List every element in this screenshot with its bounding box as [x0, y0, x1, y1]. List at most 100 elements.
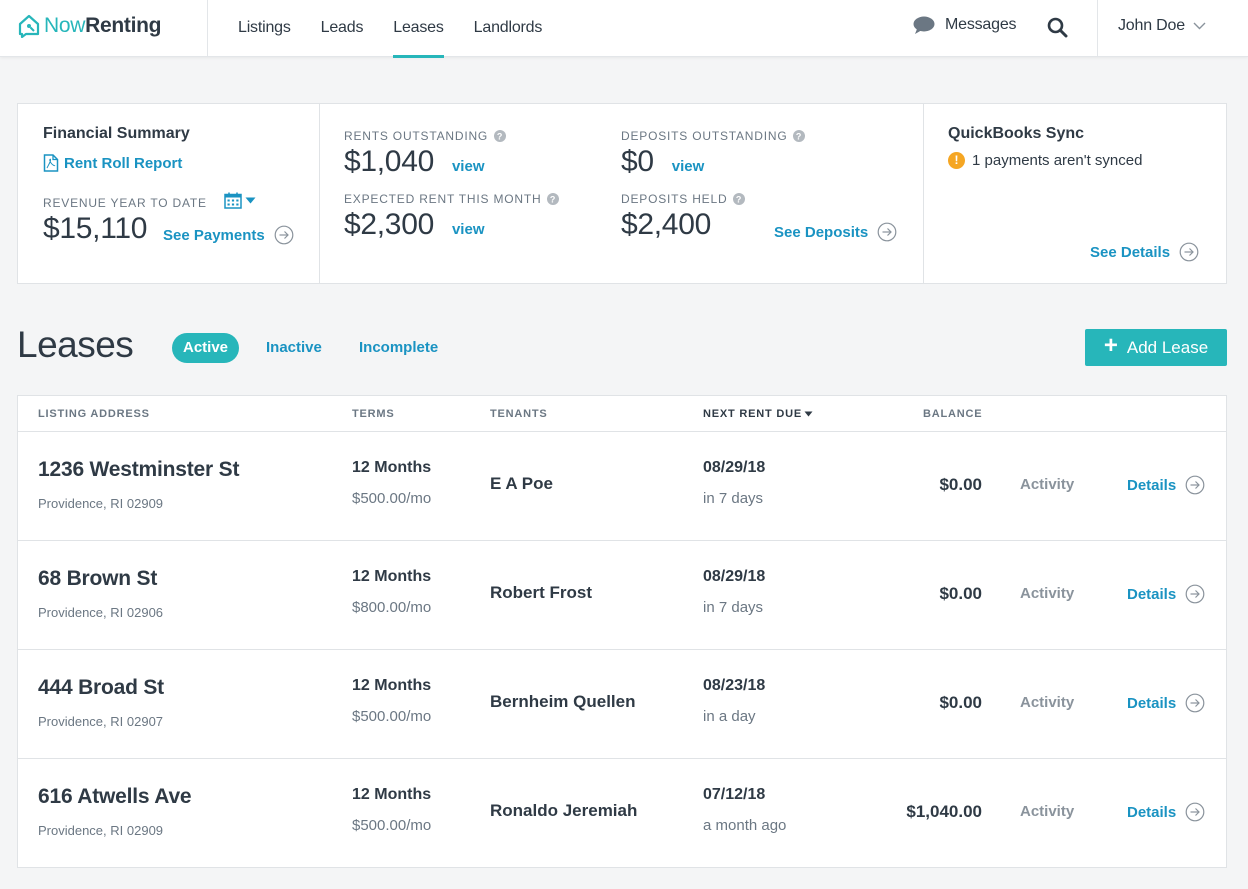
listing-address[interactable]: 1236 Westminster St [38, 458, 240, 481]
col-next-rent-due[interactable]: Next Rent Due [703, 408, 813, 420]
quickbooks-warning-text: 1 payments aren't synced [972, 152, 1143, 169]
details-link[interactable]: Details [1127, 584, 1205, 604]
table-row[interactable]: 68 Brown St Providence, RI 02906 12 Months… [18, 541, 1226, 650]
nav-divider [207, 0, 208, 57]
expected-rent: $2,300 view [344, 208, 485, 242]
nav-listings[interactable]: Listings [238, 19, 291, 36]
listing-address[interactable]: 68 Brown St [38, 567, 158, 590]
table-header: Listing Address Terms Tenants Next Rent … [18, 396, 1226, 432]
nav-leases[interactable]: Leases [393, 0, 445, 58]
activity-link[interactable]: Activity [1020, 585, 1075, 602]
deposits-outstanding: $0 view [621, 145, 704, 179]
expected-rent-value: $2,300 [344, 208, 434, 241]
see-deposits-link[interactable]: See Deposits [774, 222, 897, 242]
nav-leads[interactable]: Leads [320, 19, 364, 36]
arrow-circle-right-icon [274, 225, 294, 245]
next-rent-due-relative: in 7 days [703, 599, 764, 616]
lease-term: 12 Months [352, 677, 432, 694]
balance-value: $0.00 [939, 693, 982, 712]
details-label: Details [1127, 803, 1177, 821]
caret-down-icon [245, 197, 256, 204]
expected-rent-label: Expected Rent This Month ? [344, 192, 560, 206]
details-label: Details [1127, 476, 1177, 494]
next-rent-due-date: 08/29/18 [703, 568, 766, 585]
date-range-picker[interactable] [224, 192, 256, 209]
deposits-held: $2,400 [621, 208, 711, 242]
nav-landlords[interactable]: Landlords [473, 19, 543, 36]
next-rent-due-relative: in 7 days [703, 490, 764, 507]
listing-city: Providence, RI 02909 [38, 823, 164, 838]
balance-value: $1,040.00 [906, 802, 982, 821]
lease-rent: $500.00/mo [352, 817, 432, 834]
quickbooks-sync-section: QuickBooks Sync ! 1 payments aren't sync… [924, 104, 1226, 283]
col-listing-address[interactable]: Listing Address [38, 408, 150, 420]
user-divider [1097, 0, 1098, 57]
col-balance[interactable]: Balance [923, 408, 983, 420]
details-label: Details [1127, 694, 1177, 712]
quickbooks-warning: ! 1 payments aren't synced [948, 152, 1142, 169]
table-row[interactable]: 444 Broad St Providence, RI 02907 12 Month… [18, 650, 1226, 759]
tenant-name: E A Poe [490, 474, 553, 493]
rents-outstanding-view-link[interactable]: view [451, 158, 485, 175]
details-label: Details [1127, 585, 1177, 603]
sort-desc-icon [804, 411, 813, 417]
top-nav: NowRenting Listings Leads Leases Landlor… [0, 0, 1248, 58]
outstanding-metrics-section: Rents Outstanding ? $1,040 view Expected… [320, 104, 924, 283]
messages-label: Messages [945, 16, 1017, 33]
help-icon[interactable]: ? [793, 130, 806, 142]
messages-link[interactable]: Messages [913, 16, 1017, 34]
tenant-name: Ronaldo Jeremiah [490, 801, 638, 820]
details-link[interactable]: Details [1127, 802, 1205, 822]
col-terms[interactable]: Terms [352, 408, 395, 420]
filter-active[interactable]: Active [172, 333, 240, 363]
details-link[interactable]: Details [1127, 475, 1205, 495]
filter-inactive[interactable]: Inactive [266, 339, 322, 356]
plus-icon: + [1103, 332, 1118, 359]
activity-link[interactable]: Activity [1020, 803, 1075, 820]
table-row[interactable]: 616 Atwells Ave Providence, RI 02909 12 Mo… [18, 759, 1226, 868]
search-icon[interactable] [1047, 17, 1068, 43]
add-lease-button[interactable]: + Add Lease [1085, 329, 1227, 366]
deposits-held-value: $2,400 [621, 208, 711, 241]
see-payments-label: See Payments [163, 226, 265, 244]
col-tenants[interactable]: Tenants [490, 408, 548, 420]
lease-rent: $500.00/mo [352, 708, 432, 725]
add-lease-label: Add Lease [1126, 337, 1209, 357]
quickbooks-title: QuickBooks Sync [948, 125, 1085, 142]
deposits-outstanding-view-link[interactable]: view [671, 158, 705, 175]
tenant-name: Bernheim Quellen [490, 692, 636, 711]
filter-incomplete[interactable]: Incomplete [359, 339, 439, 356]
help-icon[interactable]: ? [547, 193, 560, 205]
expected-rent-view-link[interactable]: view [451, 221, 485, 238]
deposits-outstanding-label: Deposits Outstanding ? [621, 129, 806, 143]
arrow-circle-right-icon [1185, 475, 1205, 495]
listing-city: Providence, RI 02906 [38, 605, 164, 620]
next-rent-due-date: 07/12/18 [703, 786, 766, 803]
chevron-down-icon [1193, 22, 1206, 30]
rents-outstanding-value: $1,040 [344, 145, 434, 178]
details-link[interactable]: Details [1127, 693, 1205, 713]
financial-summary-section: Financial Summary Rent Roll Report Reven… [18, 104, 320, 283]
listing-address[interactable]: 616 Atwells Ave [38, 785, 192, 808]
svg-text:?: ? [736, 195, 742, 205]
help-icon[interactable]: ? [733, 193, 746, 205]
quickbooks-see-details-link[interactable]: See Details [1090, 242, 1199, 262]
logo[interactable]: NowRenting [18, 14, 161, 38]
help-icon[interactable]: ? [494, 130, 507, 142]
listing-address[interactable]: 444 Broad St [38, 676, 164, 699]
svg-text:?: ? [550, 195, 556, 205]
pdf-file-icon [43, 154, 59, 172]
financial-summary-title: Financial Summary [43, 125, 190, 142]
see-payments-link[interactable]: See Payments [163, 225, 294, 245]
user-menu[interactable]: John Doe [1118, 17, 1206, 35]
next-rent-due-relative: a month ago [703, 817, 787, 834]
rent-roll-report-link[interactable]: Rent Roll Report [43, 154, 182, 172]
arrow-circle-right-icon [1185, 693, 1205, 713]
rents-outstanding-label: Rents Outstanding ? [344, 129, 507, 143]
lease-term: 12 Months [352, 459, 432, 476]
table-row[interactable]: 1236 Westminster St Providence, RI 02909 1… [18, 432, 1226, 541]
warning-icon: ! [948, 152, 965, 169]
lease-term: 12 Months [352, 786, 432, 803]
activity-link[interactable]: Activity [1020, 476, 1075, 493]
activity-link[interactable]: Activity [1020, 694, 1075, 711]
